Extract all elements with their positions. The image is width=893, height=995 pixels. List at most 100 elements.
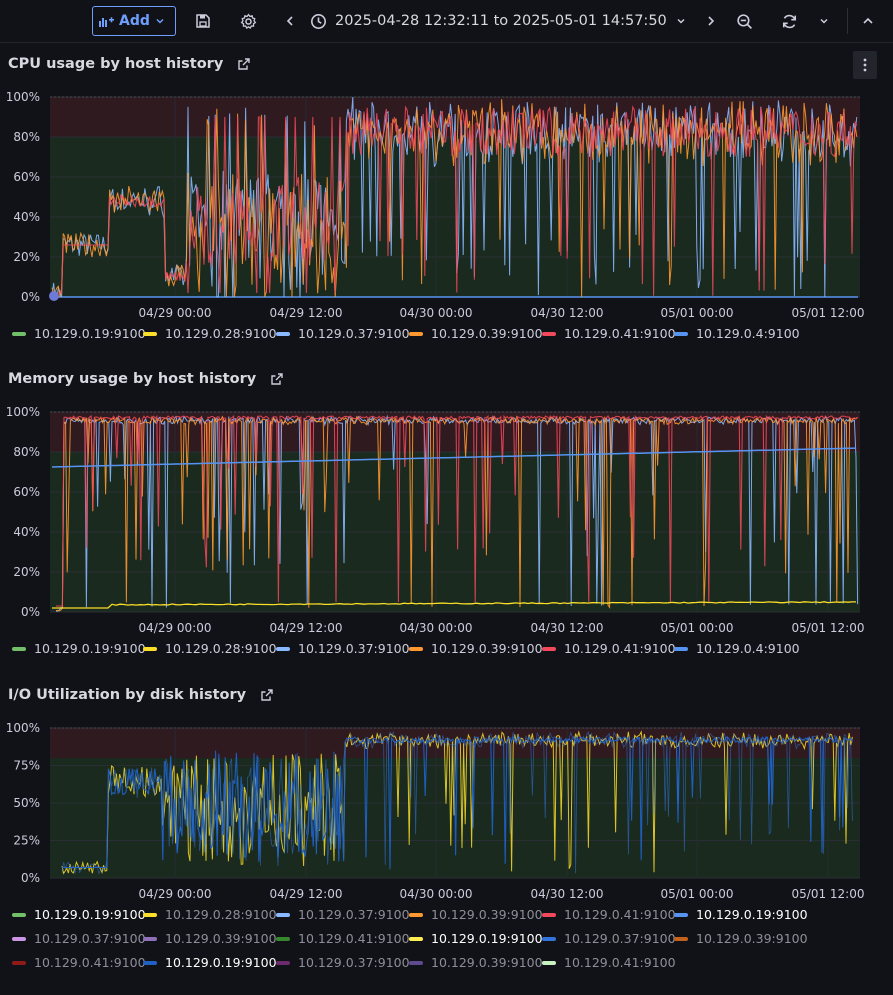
series-line-disk-blue-2	[61, 730, 853, 875]
legend-item[interactable]: 10.129.0.4:9100	[674, 326, 800, 341]
legend-swatch	[276, 331, 290, 336]
legend-item[interactable]: 10.129.0.28:9100	[143, 326, 277, 341]
legend-swatch	[674, 331, 688, 336]
legend-swatch	[143, 912, 157, 917]
refresh-interval-dropdown[interactable]	[815, 6, 833, 36]
legend-item[interactable]: 10.129.0.28:9100	[143, 641, 277, 656]
legend-item[interactable]: 10.129.0.39:9100	[143, 931, 277, 946]
legend-swatch	[409, 936, 423, 941]
time-shift-back-button[interactable]	[280, 6, 300, 36]
legend-swatch	[12, 331, 26, 336]
legend-label: 10.129.0.41:9100	[564, 907, 676, 922]
legend-item[interactable]: 10.129.0.37:9100	[276, 955, 410, 970]
chevron-down-icon	[156, 18, 164, 24]
legend-item[interactable]: 10.129.0.39:9100	[409, 907, 543, 922]
y-tick-label: 60%	[13, 485, 40, 499]
legend-item[interactable]: 10.129.0.19:9100	[12, 907, 146, 922]
legend-item[interactable]: 10.129.0.4:9100	[674, 641, 800, 656]
legend-item[interactable]: 10.129.0.39:9100	[409, 326, 543, 341]
y-tick-label: 20%	[13, 250, 40, 264]
series-line-10-129-0-28	[52, 601, 856, 609]
legend-item[interactable]: 10.129.0.41:9100	[542, 955, 676, 970]
settings-icon	[240, 13, 256, 29]
legend-swatch	[276, 960, 290, 965]
panel-cpu-usage: CPU usage by host history 100% 80% 60% 40% 2…	[0, 52, 893, 352]
add-panel-icon	[99, 17, 115, 27]
legend-item[interactable]: 10.129.0.37:9100	[542, 931, 676, 946]
time-range-dropdown[interactable]	[672, 6, 690, 36]
legend-label: 10.129.0.41:9100	[564, 955, 676, 970]
legend-label: 10.129.0.39:9100	[696, 931, 808, 946]
save-button[interactable]	[190, 6, 216, 36]
cpu-usage-chart[interactable]: 100% 80% 60% 40% 20% 0% 04/29 00:00 04/29 12:00…	[0, 84, 893, 324]
chart-legend: 10.129.0.19:9100 10.129.0.28:9100 10.129.0…	[0, 907, 893, 987]
memory-usage-chart[interactable]: 100% 80% 60% 40% 20% 0% 04/29 00:00 04/29 12:00…	[0, 399, 893, 639]
y-tick-label: 75%	[13, 759, 40, 773]
legend-swatch	[143, 960, 157, 965]
legend-label: 10.129.0.41:9100	[564, 641, 676, 656]
legend-item[interactable]: 10.129.0.41:9100	[12, 955, 146, 970]
io-utilization-chart[interactable]: 100% 75% 50% 25% 0% 04/29 00:00 04/29 12:00 04/…	[0, 715, 893, 905]
legend-label: 10.129.0.4:9100	[696, 326, 800, 341]
panel-title: CPU usage by host history	[8, 52, 251, 76]
y-tick-label: 40%	[13, 525, 40, 539]
settings-button[interactable]	[235, 6, 261, 36]
external-link-icon[interactable]	[270, 372, 284, 386]
legend-item[interactable]: 10.129.0.39:9100	[409, 641, 543, 656]
external-link-icon[interactable]	[260, 688, 274, 702]
dashboard-toolbar: Add 2025-04-28 12:32:11 to 2025-05-01 14…	[0, 0, 893, 43]
time-range-label: 2025-04-28 12:32:11 to 2025-05-01 14:57:…	[335, 13, 667, 29]
legend-item[interactable]: 10.129.0.39:9100	[409, 955, 543, 970]
series-line-10-129-0-41	[56, 414, 858, 607]
series-line-10-129-0-39	[55, 415, 858, 612]
legend-item[interactable]: 10.129.0.41:9100	[276, 931, 410, 946]
legend-swatch	[542, 960, 556, 965]
legend-label: 10.129.0.19:9100	[165, 955, 277, 970]
zoom-out-button[interactable]	[731, 6, 757, 36]
legend-swatch	[542, 646, 556, 651]
y-tick-label: 80%	[13, 130, 40, 144]
legend-item[interactable]: 10.129.0.19:9100	[12, 326, 146, 341]
add-button-label: Add	[119, 13, 150, 29]
legend-item[interactable]: 10.129.0.37:9100	[276, 326, 410, 341]
refresh-button[interactable]	[776, 6, 802, 36]
time-range-picker[interactable]: 2025-04-28 12:32:11 to 2025-05-01 14:57:…	[310, 6, 680, 36]
legend-label: 10.129.0.19:9100	[34, 907, 146, 922]
legend-label: 10.129.0.37:9100	[298, 907, 410, 922]
panel-title-text: I/O Utilization by disk history	[8, 687, 247, 703]
legend-item[interactable]: 10.129.0.41:9100	[542, 326, 676, 341]
legend-item[interactable]: 10.129.0.19:9100	[674, 907, 808, 922]
panel-title: I/O Utilization by disk history	[8, 683, 274, 707]
legend-item[interactable]: 10.129.0.41:9100	[542, 641, 676, 656]
x-tick-label: 05/01 12:00	[792, 621, 865, 635]
chevron-down-icon	[677, 18, 685, 24]
legend-label: 10.129.0.37:9100	[34, 931, 146, 946]
legend-swatch	[276, 646, 290, 651]
x-tick-label: 04/29 00:00	[139, 621, 212, 635]
time-shift-forward-button[interactable]	[702, 6, 720, 36]
legend-item[interactable]: 10.129.0.37:9100	[276, 907, 410, 922]
legend-swatch	[12, 912, 26, 917]
clock-icon	[311, 13, 326, 29]
panel-menu-button[interactable]	[853, 51, 877, 79]
legend-item[interactable]: 10.129.0.37:9100	[276, 641, 410, 656]
external-link-icon[interactable]	[237, 57, 251, 71]
more-vertical-icon	[863, 58, 867, 72]
legend-item[interactable]: 10.129.0.19:9100	[143, 955, 277, 970]
add-button[interactable]: Add	[92, 6, 176, 36]
y-tick-label: 100%	[6, 90, 40, 104]
legend-item[interactable]: 10.129.0.28:9100	[143, 907, 277, 922]
legend-item[interactable]: 10.129.0.19:9100	[409, 931, 543, 946]
legend-item[interactable]: 10.129.0.41:9100	[542, 907, 676, 922]
legend-item[interactable]: 10.129.0.39:9100	[674, 931, 808, 946]
chart-legend: 10.129.0.19:9100 10.129.0.28:9100 10.129.0…	[0, 641, 893, 661]
collapse-toolbar-button[interactable]	[857, 6, 879, 36]
legend-swatch	[12, 936, 26, 941]
legend-item[interactable]: 10.129.0.19:9100	[12, 641, 146, 656]
legend-label: 10.129.0.19:9100	[431, 931, 543, 946]
legend-swatch	[12, 646, 26, 651]
chevron-right-icon	[708, 16, 715, 26]
legend-item[interactable]: 10.129.0.37:9100	[12, 931, 146, 946]
legend-label: 10.129.0.41:9100	[564, 326, 676, 341]
legend-swatch	[674, 936, 688, 941]
